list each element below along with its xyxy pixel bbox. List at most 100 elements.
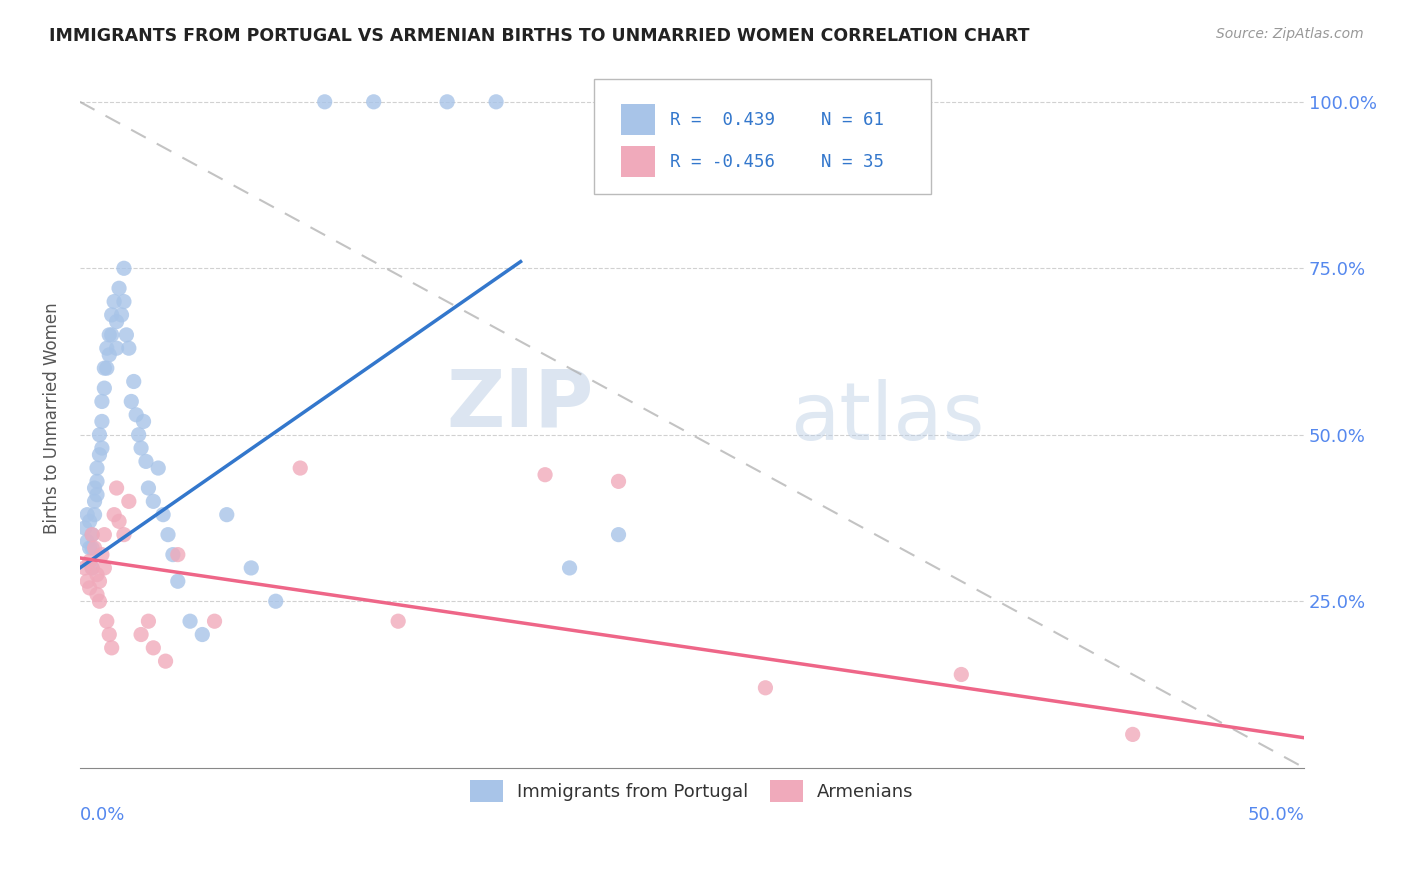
- Point: [86, 488, 108, 502]
- Point: [155, 654, 177, 668]
- Point: [96, 614, 118, 628]
- Point: [112, 261, 135, 276]
- Point: [82, 527, 104, 541]
- Point: [129, 441, 152, 455]
- Point: [534, 467, 557, 482]
- Point: [148, 461, 170, 475]
- Point: [110, 308, 132, 322]
- Point: [108, 514, 131, 528]
- Point: [93, 381, 115, 395]
- Point: [82, 561, 104, 575]
- Point: [90, 414, 112, 428]
- Point: [166, 548, 188, 562]
- Point: [105, 481, 128, 495]
- Point: [138, 614, 160, 628]
- Point: [191, 627, 214, 641]
- Point: [89, 427, 111, 442]
- Point: [79, 581, 101, 595]
- Point: [118, 494, 141, 508]
- Point: [240, 561, 263, 575]
- Point: [103, 508, 125, 522]
- Point: [1122, 727, 1144, 741]
- Point: [82, 541, 104, 555]
- Text: IMMIGRANTS FROM PORTUGAL VS ARMENIAN BIRTHS TO UNMARRIED WOMEN CORRELATION CHART: IMMIGRANTS FROM PORTUGAL VS ARMENIAN BIR…: [49, 27, 1029, 45]
- Point: [98, 348, 121, 362]
- Point: [86, 475, 108, 489]
- Bar: [621, 103, 655, 136]
- Point: [138, 481, 160, 495]
- Point: [90, 441, 112, 455]
- Point: [103, 294, 125, 309]
- Point: [93, 527, 115, 541]
- Point: [82, 561, 104, 575]
- Point: [105, 341, 128, 355]
- Point: [558, 561, 581, 575]
- Text: R =  0.439: R = 0.439: [669, 111, 775, 128]
- Point: [264, 594, 287, 608]
- Text: N = 61: N = 61: [821, 111, 883, 128]
- Point: [166, 574, 188, 589]
- Text: 0.0%: 0.0%: [80, 806, 125, 824]
- Point: [125, 408, 148, 422]
- Point: [108, 281, 131, 295]
- Point: [118, 341, 141, 355]
- Text: atlas: atlas: [790, 379, 984, 457]
- Point: [76, 534, 98, 549]
- Point: [152, 508, 174, 522]
- Point: [89, 594, 111, 608]
- Point: [115, 327, 138, 342]
- Y-axis label: Births to Unmarried Women: Births to Unmarried Women: [44, 302, 60, 534]
- Point: [79, 554, 101, 568]
- Point: [290, 461, 312, 475]
- Point: [83, 508, 105, 522]
- Point: [100, 327, 122, 342]
- Point: [83, 494, 105, 508]
- Point: [93, 561, 115, 575]
- FancyBboxPatch shape: [595, 79, 931, 194]
- Point: [100, 308, 122, 322]
- Text: 50.0%: 50.0%: [1247, 806, 1305, 824]
- Point: [387, 614, 409, 628]
- Point: [607, 527, 630, 541]
- Point: [179, 614, 201, 628]
- Point: [363, 95, 385, 109]
- Point: [120, 394, 142, 409]
- Point: [142, 640, 165, 655]
- Point: [156, 527, 179, 541]
- Point: [98, 627, 121, 641]
- Point: [86, 567, 108, 582]
- Point: [607, 475, 630, 489]
- Point: [93, 361, 115, 376]
- Point: [162, 548, 184, 562]
- Point: [76, 508, 98, 522]
- Point: [204, 614, 226, 628]
- Point: [135, 454, 157, 468]
- Text: N = 35: N = 35: [821, 153, 883, 170]
- Text: ZIP: ZIP: [447, 365, 595, 443]
- Point: [90, 548, 112, 562]
- Text: R = -0.456: R = -0.456: [669, 153, 775, 170]
- Point: [83, 541, 105, 555]
- Point: [112, 294, 135, 309]
- Point: [83, 481, 105, 495]
- Point: [485, 95, 508, 109]
- Point: [950, 667, 973, 681]
- Point: [122, 375, 145, 389]
- Point: [86, 588, 108, 602]
- Point: [128, 427, 150, 442]
- Point: [79, 541, 101, 555]
- Point: [96, 361, 118, 376]
- Point: [314, 95, 336, 109]
- Point: [90, 394, 112, 409]
- Text: Source: ZipAtlas.com: Source: ZipAtlas.com: [1216, 27, 1364, 41]
- Point: [86, 461, 108, 475]
- Point: [98, 327, 121, 342]
- Point: [76, 574, 98, 589]
- Point: [436, 95, 458, 109]
- Point: [73, 561, 96, 575]
- Point: [132, 414, 155, 428]
- Point: [215, 508, 238, 522]
- Point: [96, 341, 118, 355]
- Point: [89, 448, 111, 462]
- Point: [100, 640, 122, 655]
